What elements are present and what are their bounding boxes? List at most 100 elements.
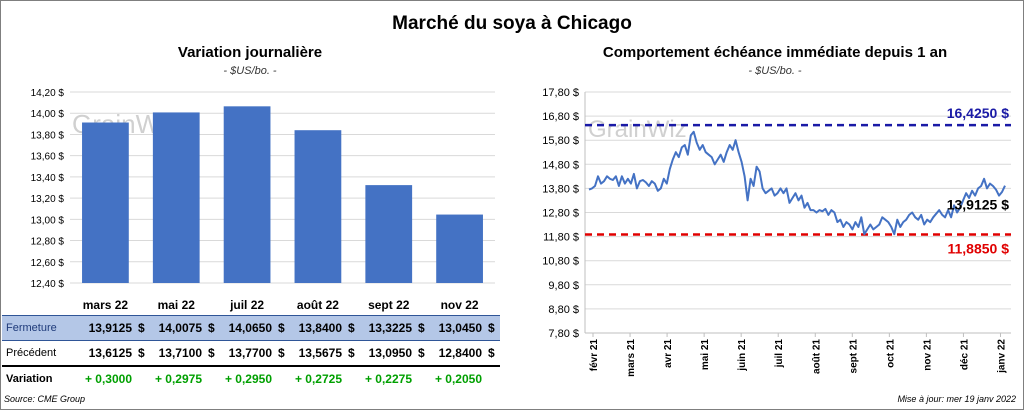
table-cell: + 0,2275 — [360, 364, 416, 391]
table-row-previous: Précédent 13,6125 $ 13,7100 $ 13,7700 $ 13,… — [2, 341, 500, 366]
y-tick-label: 13,80 $ — [31, 130, 65, 141]
x-tick-label: juin 21 — [737, 339, 748, 372]
currency-sign: $ — [138, 345, 145, 360]
y-tick-label: 12,80 $ — [31, 237, 65, 248]
currency-sign: $ — [488, 345, 495, 360]
low-label: 11,8850 $ — [947, 241, 1009, 257]
y-tick-label: 12,40 $ — [31, 279, 65, 290]
x-tick-label: juil 21 — [774, 339, 785, 369]
x-tick-label: mai 22 — [158, 298, 196, 312]
bar — [82, 122, 129, 283]
update-note: Mise à jour: mer 19 janv 2022 — [897, 394, 1016, 404]
currency-sign: $ — [136, 315, 150, 341]
y-tick-label: 14,80 $ — [542, 159, 579, 171]
table-row-variation: Variation + 0,3000 + 0,2975 + 0,2950 + 0… — [2, 364, 500, 391]
x-tick-label: nov 22 — [441, 298, 479, 312]
y-tick-label: 13,60 $ — [31, 152, 65, 163]
last-price-label: 13,9125 $ — [947, 197, 1009, 213]
x-tick-label: mars 22 — [83, 298, 129, 312]
x-tick-label: févr 21 — [589, 339, 600, 372]
bar — [436, 214, 483, 283]
y-tick-label: 10,80 $ — [542, 256, 579, 268]
currency-sign: $ — [348, 345, 355, 360]
table-cell: + 0,2950 — [220, 364, 276, 391]
table-cell: 13,9125 — [80, 315, 136, 341]
table-cell: + 0,2050 — [430, 364, 486, 391]
y-tick-label: 14,20 $ — [31, 88, 65, 99]
table-spacer — [276, 364, 290, 391]
table-cell: 13,3225 — [360, 315, 416, 341]
y-tick-label: 13,40 $ — [31, 173, 65, 184]
table-cell: 13,5675 — [298, 345, 342, 360]
currency-sign: $ — [486, 315, 500, 341]
table-cell: 13,6125 — [88, 345, 132, 360]
bar — [365, 185, 413, 283]
table-cell: 13,0950 — [368, 345, 412, 360]
y-tick-label: 12,60 $ — [31, 258, 65, 269]
bar — [294, 130, 342, 283]
table-row-close: Fermeture 13,9125 $ 14,0075 $ 14,0650 $ 13,… — [2, 315, 500, 341]
x-tick-label: mai 21 — [700, 339, 711, 371]
left-chart-unit: - $US/bo. - — [223, 65, 277, 77]
x-tick-label: sept 22 — [368, 298, 410, 312]
right-chart-unit: - $US/bo. - — [748, 65, 802, 77]
table-cell: + 0,2975 — [150, 364, 206, 391]
x-tick-label: août 21 — [811, 339, 822, 374]
currency-sign: $ — [346, 315, 360, 341]
left-chart-title: Variation journalière — [177, 44, 323, 61]
y-tick-label: 12,80 $ — [542, 208, 579, 220]
y-tick-label: 16,80 $ — [542, 111, 579, 123]
table-spacer — [346, 364, 360, 391]
row-label: Précédent — [6, 346, 57, 359]
high-label: 16,4250 $ — [947, 105, 1009, 121]
table-spacer — [206, 364, 220, 391]
bar — [152, 112, 200, 283]
y-tick-label: 13,00 $ — [31, 215, 65, 226]
x-tick-label: avr 21 — [663, 339, 674, 368]
y-tick-label: 9,80 $ — [548, 280, 579, 292]
currency-sign: $ — [208, 345, 215, 360]
y-tick-label: 13,20 $ — [31, 194, 65, 205]
currency-sign: $ — [206, 315, 220, 341]
y-tick-label: 7,80 $ — [548, 328, 579, 340]
y-tick-label: 11,80 $ — [543, 232, 579, 244]
y-tick-label: 15,80 $ — [542, 135, 579, 147]
source-note: Source: CME Group — [4, 394, 86, 404]
table-cell: + 0,3000 — [80, 364, 136, 391]
table-cell: + 0,2725 — [290, 364, 346, 391]
right-chart-title: Comportement échéance immédiate depuis 1… — [602, 44, 948, 61]
table-cell: 13,7700 — [228, 345, 272, 360]
y-tick-label: 8,80 $ — [548, 304, 579, 316]
x-tick-label: déc 21 — [959, 339, 970, 371]
x-tick-label: mars 21 — [626, 339, 637, 377]
x-tick-label: sept 21 — [848, 339, 859, 374]
table-cell: 13,7100 — [158, 345, 202, 360]
table-cell: 14,0075 — [150, 315, 206, 341]
x-tick-label: oct 21 — [885, 339, 896, 368]
y-tick-label: 14,00 $ — [31, 109, 65, 120]
x-tick-label: juil 22 — [229, 298, 264, 312]
table-spacer — [136, 364, 150, 391]
main-title: Marché du soya à Chicago — [392, 13, 632, 34]
price-series-line — [588, 130, 1006, 236]
currency-sign: $ — [416, 315, 430, 341]
table-cell: 14,0650 — [220, 315, 276, 341]
y-tick-label: 17,80 $ — [542, 87, 579, 99]
watermark-right: GrainWiz — [588, 116, 687, 143]
y-tick-label: 13,80 $ — [542, 183, 579, 195]
currency-sign: $ — [418, 345, 425, 360]
x-tick-label: août 22 — [297, 298, 339, 312]
bar — [223, 106, 271, 283]
row-label: Variation — [2, 364, 80, 391]
currency-sign: $ — [278, 345, 285, 360]
x-tick-label: nov 21 — [922, 339, 933, 371]
x-tick-label: janv 22 — [996, 339, 1007, 374]
row-label: Fermeture — [2, 315, 80, 341]
currency-sign: $ — [276, 315, 290, 341]
table-cell: 13,0450 — [430, 315, 486, 341]
table-cell: 12,8400 — [438, 345, 482, 360]
table-spacer — [486, 364, 500, 391]
table-spacer — [416, 364, 430, 391]
